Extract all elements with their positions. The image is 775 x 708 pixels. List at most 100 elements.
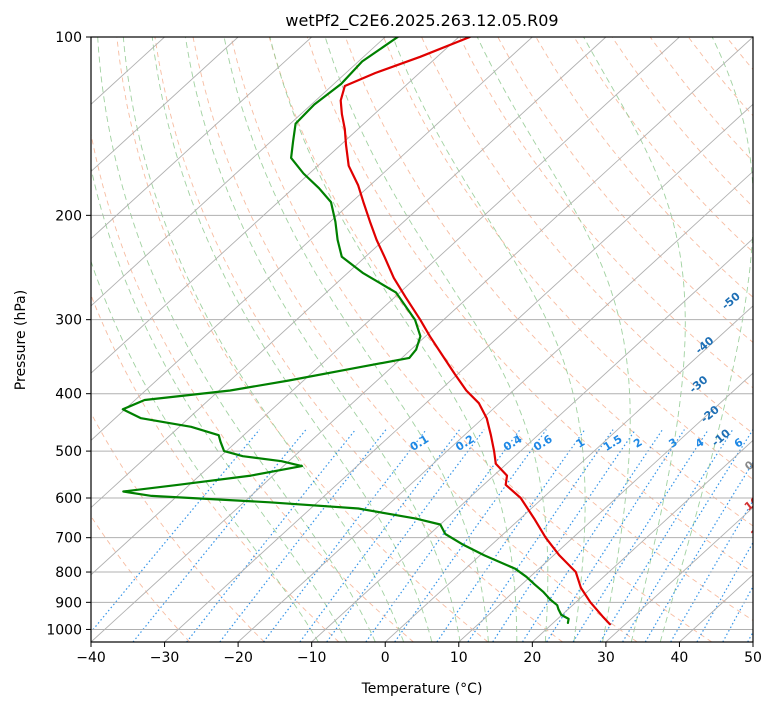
mixing-ratio-line	[492, 429, 636, 642]
moist-adiabat-line	[91, 165, 348, 642]
plot-frame	[90, 36, 754, 643]
x-tick-label: 0	[381, 650, 390, 666]
dry-adiabat-line	[91, 515, 191, 642]
moist-adiabat-line	[151, 37, 433, 642]
mixing-ratio-line	[546, 429, 685, 642]
moist-adiabat-line	[269, 37, 518, 642]
isotherm-line	[91, 37, 239, 173]
isotherm-line	[91, 37, 312, 240]
moist-adiabat-line	[324, 37, 549, 642]
mixing-ratio-line	[326, 429, 485, 642]
mixing-ratio-line	[132, 429, 307, 642]
y-tick-label: 500	[55, 444, 82, 460]
y-tick-label: 700	[55, 531, 82, 547]
mixing-ratio-line	[365, 429, 521, 642]
moist-adiabat-label: -60	[752, 239, 775, 262]
isotherm-line	[91, 37, 680, 576]
x-axis-label: Temperature (°C)	[361, 681, 483, 697]
y-axis-label: Pressure (hPa)	[13, 290, 29, 390]
moist-adiabat-line	[392, 37, 586, 642]
mixing-ratio-line	[436, 429, 586, 642]
dry-adiabat-line	[726, 37, 753, 71]
y-tick-label: 900	[55, 595, 82, 611]
x-tick-label: 20	[523, 650, 541, 666]
moist-adiabat-label: -50	[719, 289, 743, 312]
y-tick-label: 300	[55, 313, 82, 329]
moist-adiabat-line	[223, 37, 489, 642]
chart-title: wetPf2_C2E6.2025.263.12.05.R09	[285, 11, 558, 31]
isotherm-line	[605, 506, 753, 642]
mixing-ratio-line	[644, 461, 753, 642]
mixing-ratio-label: 3	[666, 436, 679, 451]
moist-adiabat-label: -30	[687, 373, 711, 396]
mixing-ratio-label: 1	[574, 436, 587, 451]
moist-adiabat-line	[91, 259, 319, 642]
isotherm-line	[91, 37, 386, 307]
isotherm-line	[532, 439, 753, 642]
y-tick-label: 800	[55, 565, 82, 581]
mixing-ratio-line	[622, 429, 753, 642]
dry-adiabat-label: 0	[742, 458, 756, 473]
moist-adiabat-label: -10	[709, 426, 733, 449]
mixing-ratio-line	[186, 429, 356, 642]
moist-adiabat-label: -40	[693, 334, 717, 357]
dry-adiabat-line	[573, 37, 753, 253]
y-tick-label: 600	[55, 491, 82, 507]
x-axis-ticks: −40 −30 −20 −10 0 10 20 30 40 50	[76, 642, 762, 666]
isotherm-line	[164, 103, 753, 642]
mixing-ratio-line	[521, 429, 663, 642]
isotherm-line	[311, 238, 753, 642]
mixing-ratio-line	[670, 499, 753, 642]
mixing-ratio-line	[91, 429, 260, 633]
mixing-ratio-line	[572, 429, 709, 642]
dry-adiabat-line	[497, 37, 753, 344]
dry-adiabat-line	[765, 37, 775, 642]
y-tick-label: 200	[55, 208, 82, 224]
mixing-ratio-label: 4	[693, 435, 707, 450]
mixing-ratio-label: 8	[761, 436, 774, 451]
moist-adiabat-line	[97, 37, 376, 642]
isotherm-line	[91, 37, 753, 642]
dry-adiabat-line	[611, 37, 753, 208]
y-tick-label: 1000	[46, 622, 82, 638]
y-axis-ticks: 100 200 300 400 500 600 700 800 900 1000	[46, 30, 91, 638]
y-tick-label: 400	[55, 387, 82, 403]
moist-adiabat-line	[659, 37, 753, 642]
mixing-ratio-line	[467, 429, 614, 642]
x-tick-label: 50	[744, 650, 762, 666]
isotherm-line	[91, 37, 533, 441]
dry-adiabat-line	[459, 37, 753, 389]
dry-adiabat-label: 20	[749, 521, 769, 541]
x-tick-label: 40	[671, 650, 689, 666]
temperature-profile-line	[339, 37, 611, 626]
dry-adiabat-line	[91, 131, 414, 642]
dry-adiabat-line	[268, 37, 753, 621]
mixing-ratio-line	[696, 541, 753, 642]
dry-adiabat-label: 10	[742, 494, 762, 514]
moist-adiabat-line	[583, 37, 686, 642]
moist-adiabat-line	[476, 37, 631, 642]
mixing-ratio-line	[394, 429, 547, 642]
y-tick-label: 100	[55, 30, 82, 46]
dewpoint-profile-line	[121, 37, 570, 624]
moist-adiabat-line	[184, 37, 461, 642]
pressure-grid	[91, 37, 753, 642]
x-tick-label: −10	[297, 650, 327, 666]
isotherm-line	[752, 641, 753, 642]
mixing-ratio-line	[599, 429, 734, 642]
isotherm-line	[458, 372, 753, 642]
dry-adiabat-line	[154, 37, 563, 642]
dry-adiabat-label: 30	[762, 549, 775, 569]
x-tick-label: −30	[150, 650, 180, 666]
dry-adiabat-line	[306, 37, 753, 574]
mixing-ratio-line	[263, 429, 427, 642]
isotherm-line	[91, 37, 607, 509]
x-tick-label: −20	[223, 650, 253, 666]
mixing-ratio-line	[722, 585, 753, 642]
isotherm-line	[384, 305, 753, 642]
dry-adiabat-line	[91, 412, 265, 642]
x-tick-label: 30	[597, 650, 615, 666]
x-tick-label: 10	[450, 650, 468, 666]
isotherm-line	[237, 170, 753, 642]
